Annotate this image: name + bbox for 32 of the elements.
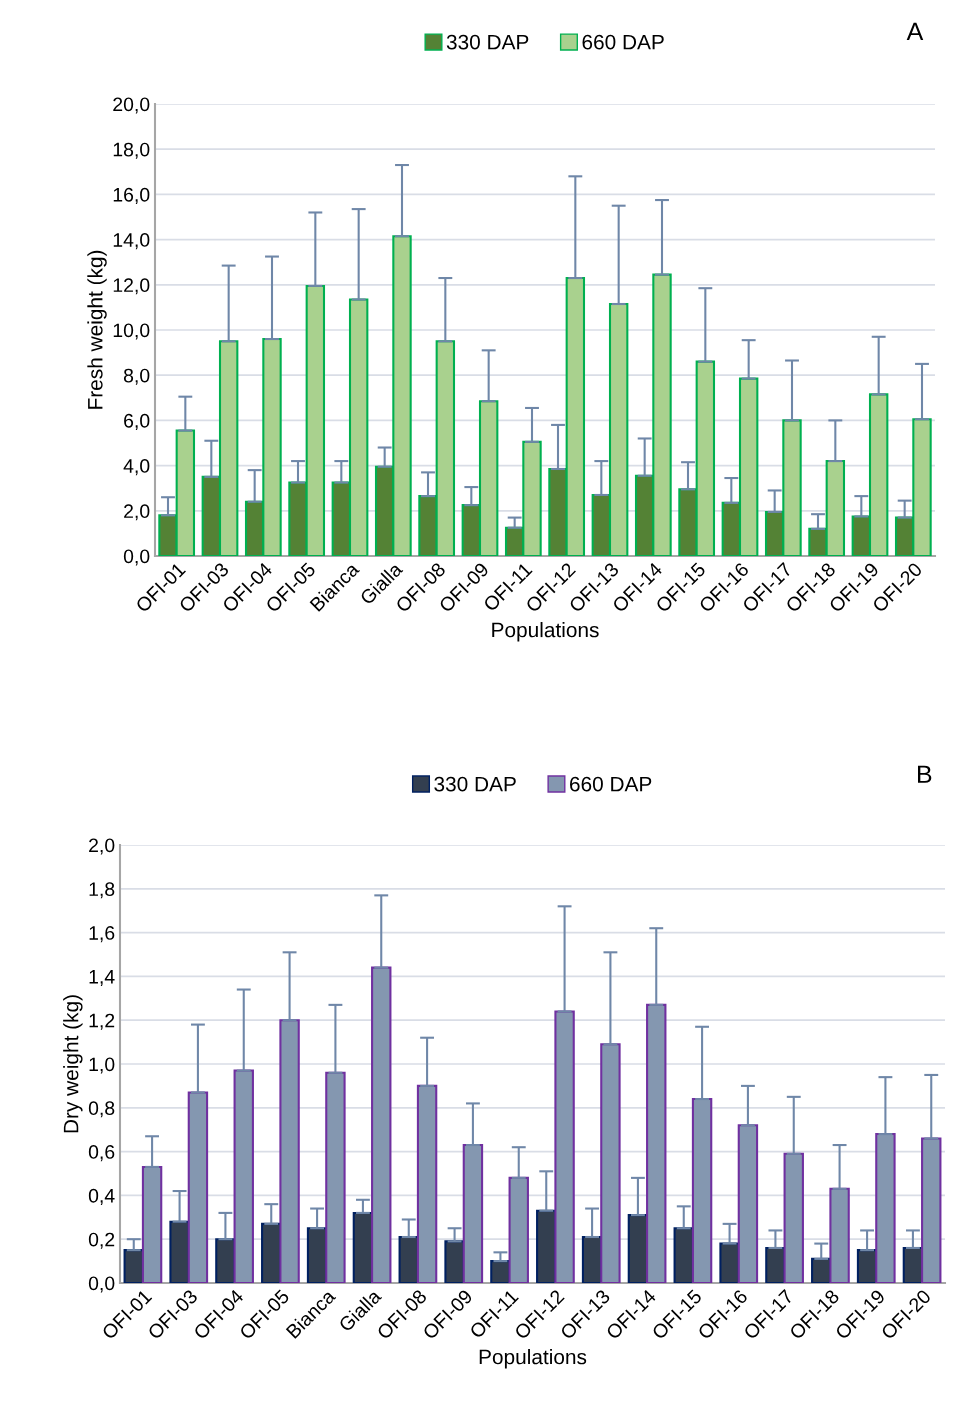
y-tick-label: 1,4 xyxy=(89,970,115,986)
text: A xyxy=(906,22,924,41)
y-tick-label: 4,0 xyxy=(123,459,150,476)
y-tick-label: 0,4 xyxy=(88,1188,115,1205)
legend-label: 660 DAP xyxy=(582,34,664,50)
y-tick-label: 2,0 xyxy=(124,504,150,521)
x-axis-title: Populations xyxy=(492,622,599,642)
y-tick-label: 1,0 xyxy=(89,1057,115,1074)
y-axis-title: Fresh weight (kg) xyxy=(87,250,107,409)
y-tick-label: 1,6 xyxy=(89,926,115,943)
y-tick-label: 0,6 xyxy=(88,1145,115,1162)
y-tick-label: 0,2 xyxy=(88,1232,115,1249)
legend-label: 330 DAP xyxy=(434,776,516,792)
legend-label: 660 DAP xyxy=(570,776,652,792)
y-tick-label: 20,0 xyxy=(113,97,150,114)
y-tick-label: 12,0 xyxy=(113,278,150,295)
y-tick-label: 0,0 xyxy=(123,549,150,566)
text: B xyxy=(918,765,932,783)
y-tick-label: 0,0 xyxy=(88,1276,115,1293)
y-tick-label: 1,2 xyxy=(89,1013,115,1030)
y-tick-label: 16,0 xyxy=(113,187,150,204)
x-axis-title: Populations xyxy=(479,1349,587,1369)
y-tick-label: 0,8 xyxy=(88,1101,115,1118)
y-tick-label: 10,0 xyxy=(113,323,150,340)
y-tick-label: 18,0 xyxy=(113,142,150,159)
legend-label: 330 DAP xyxy=(446,34,529,50)
y-tick-label: 2,0 xyxy=(89,838,115,855)
y-axis-title: Dry weight (kg) xyxy=(63,995,83,1133)
y-tick-label: 8,0 xyxy=(123,368,150,385)
y-tick-label: 6,0 xyxy=(124,413,150,430)
y-tick-label: 1,8 xyxy=(89,882,115,899)
y-tick-label: 14,0 xyxy=(113,233,150,250)
